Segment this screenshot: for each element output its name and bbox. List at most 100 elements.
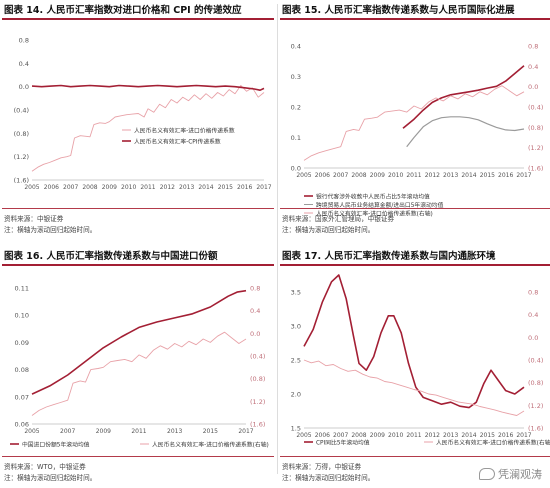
x-tick-label: 2009 <box>370 432 385 439</box>
x-tick-label: 2014 <box>198 184 213 191</box>
y-tick-label: 0.06 <box>15 421 29 429</box>
y-tick-label: (1.6) <box>14 177 29 185</box>
x-tick-label: 2013 <box>167 428 182 435</box>
y2-tick-label: (0.4) <box>528 104 543 112</box>
x-tick-label: 2011 <box>140 184 155 191</box>
y-tick-label: 2.0 <box>291 391 301 399</box>
y-tick-label: 1.5 <box>291 425 301 433</box>
y2-tick-label: 0.8 <box>528 289 538 297</box>
x-tick-label: 2015 <box>203 428 218 435</box>
y-tick-label: 0.0 <box>19 83 29 91</box>
x-tick-label: 2016 <box>498 172 513 179</box>
y2-tick-label: 0.4 <box>528 311 538 319</box>
series-line-1 <box>303 274 525 409</box>
x-tick-label: 2016 <box>237 184 252 191</box>
y2-tick-label: (0.8) <box>528 124 543 132</box>
x-tick-label: 2007 <box>333 432 348 439</box>
source-note: 资料来源：WTO，中银证券 <box>4 463 86 471</box>
x-tick-label: 2006 <box>315 172 330 179</box>
x-tick-label: 2017 <box>238 428 253 435</box>
figure-title: 图表 14. 人民币汇率指数对进口价格和 CPI 的传递效应 <box>4 5 242 16</box>
legend-label: 人民币名义有效汇率-进口价格传递系数(右轴) <box>316 209 433 217</box>
y-tick-label: 0.08 <box>15 366 29 374</box>
x-tick-label: 2009 <box>370 172 385 179</box>
y2-tick-label: 0.4 <box>250 307 260 315</box>
notes-rule <box>2 208 274 209</box>
watermark: 凭澜观涛 <box>479 466 542 482</box>
y-tick-label: 3.0 <box>291 323 301 331</box>
legend-label: 银行代客涉外收款中人民币占比5年滚动均值 <box>316 192 430 200</box>
x-tick-label: 2010 <box>121 184 136 191</box>
y2-tick-label: (1.2) <box>528 144 543 152</box>
x-tick-label: 2010 <box>388 172 403 179</box>
y2-tick-label: 0.0 <box>250 330 260 338</box>
axis-note: 注：横轴为滚动回归起始时间。 <box>4 474 97 482</box>
chart-svg: 0.4 0.3 0.2 0.1 0.0 0.8 0.4 0.0 (0.4) (0.8) (1.2) (… <box>291 43 544 218</box>
legend-label: 人民币名义有效汇率-进口价格传递系数(右轴) <box>152 440 269 448</box>
legend-label: 中国进口份额5年滚动均值 <box>22 440 90 448</box>
title-rule <box>280 264 550 266</box>
x-tick-label: 2013 <box>179 184 194 191</box>
axis-note: 注：横轴为滚动回归起始时间。 <box>282 226 375 234</box>
figure-title: 图表 16. 人民币汇率指数传递系数与中国进口份额 <box>4 251 218 262</box>
y-tick-label: (0.8) <box>14 130 29 138</box>
x-tick-label: 2005 <box>296 432 311 439</box>
notes-rule <box>2 456 274 457</box>
y2-tick-label: 0.0 <box>528 83 538 91</box>
x-tick-label: 2015 <box>480 172 495 179</box>
y2-tick-label: (0.8) <box>528 379 543 387</box>
figure-title: 图表 15. 人民币汇率指数传递系数与人民币国际化进展 <box>282 5 515 16</box>
y-tick-label: 0.11 <box>15 285 29 293</box>
figure-4: 图表 17. 人民币汇率指数传递系数与国内通胀环境 3.5 3.0 2.5 2.0 1.5… <box>280 248 550 486</box>
x-tick-label: 2011 <box>131 428 146 435</box>
x-tick-label: 2017 <box>256 184 271 191</box>
y2-tick-label: 0.8 <box>250 285 260 293</box>
legend-label: CPI同比5年滚动均值 <box>316 438 370 446</box>
y2-tick-label: 0.4 <box>528 63 538 71</box>
y2-tick-label: (1.2) <box>528 402 543 410</box>
x-tick-label: 2007 <box>60 428 75 435</box>
source-note: 资料来源：万得，中银证券 <box>282 463 362 471</box>
series-line-3 <box>303 85 525 161</box>
x-tick-label: 2014 <box>461 172 476 179</box>
x-tick-label: 2013 <box>443 172 458 179</box>
legend-label: 人民币名义有效汇率-进口价格传递系数(右轴) <box>436 438 550 446</box>
x-tick-label: 2011 <box>406 172 421 179</box>
y2-tick-label: 0.0 <box>528 334 538 342</box>
y2-tick-label: (0.4) <box>528 357 543 365</box>
series-line-1 <box>31 289 247 395</box>
y-tick-label: 0.3 <box>291 73 301 81</box>
y2-tick-label: (0.8) <box>250 375 265 383</box>
x-tick-label: 2006 <box>44 184 59 191</box>
y-tick-label: 0.1 <box>291 134 301 142</box>
legend-label: 人民币名义有效汇率-CPI传递系数 <box>134 137 221 145</box>
x-tick-label: 2013 <box>443 432 458 439</box>
x-tick-label: 2014 <box>461 432 476 439</box>
figure-2: 图表 15. 人民币汇率指数传递系数与人民币国际化进展 0.4 0.3 0.2 0.1 0… <box>280 2 550 238</box>
x-tick-label: 2011 <box>406 432 421 439</box>
y2-tick-label: 0.8 <box>528 43 538 51</box>
x-tick-label: 2007 <box>333 172 348 179</box>
wechat-icon <box>479 468 495 480</box>
y-tick-label: 0.0 <box>291 165 301 173</box>
y-tick-label: 0.4 <box>291 43 301 51</box>
x-tick-label: 2016 <box>498 432 513 439</box>
series-line-2 <box>406 116 525 148</box>
axis-note: 注：横轴为滚动回归起始时间。 <box>282 474 375 482</box>
figure-3: 图表 16. 人民币汇率指数传递系数与中国进口份额 0.11 0.10 0.09 0.0… <box>2 248 274 486</box>
y-tick-label: 2.5 <box>291 357 301 365</box>
y2-tick-label: (0.4) <box>250 353 265 361</box>
y-tick-label: (0.4) <box>14 107 29 115</box>
source-note: 资料来源：中银证券 <box>4 215 64 223</box>
chart-svg: 0.8 0.4 0.0 (0.4) (0.8) (1.2) (1.6)2005 2006 200… <box>14 37 272 192</box>
figure-title: 图表 17. 人民币汇率指数传递系数与国内通胀环境 <box>282 251 496 262</box>
chart-svg: 3.5 3.0 2.5 2.0 1.5 0.8 0.4 0.0 (0.4) (0.8) (1.2) (… <box>291 274 550 446</box>
watermark-text: 凭澜观涛 <box>498 468 542 481</box>
series-line-1 <box>402 65 525 129</box>
x-tick-label: 2015 <box>480 432 495 439</box>
x-tick-label: 2009 <box>96 428 111 435</box>
x-tick-label: 2005 <box>24 428 39 435</box>
y-tick-label: 0.8 <box>19 37 29 45</box>
y2-tick-label: (1.2) <box>250 398 265 406</box>
